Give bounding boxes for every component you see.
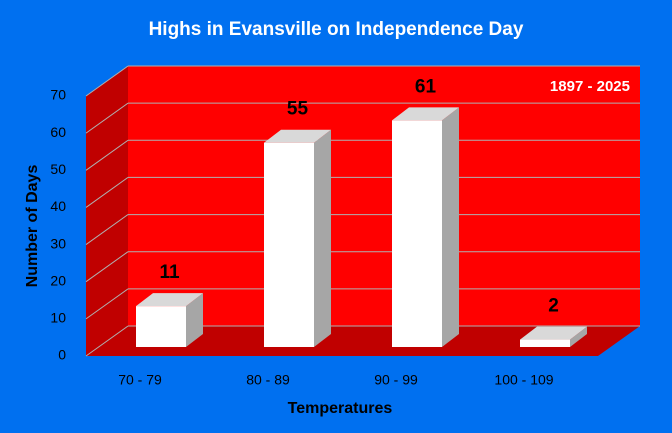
- bar: [264, 142, 314, 347]
- x-tick-label: 100 - 109: [494, 372, 553, 388]
- bar: [392, 120, 442, 347]
- bar-side: [442, 107, 459, 347]
- bar-group: [264, 129, 331, 347]
- bar: [136, 306, 186, 347]
- y-tick-label: 0: [58, 347, 66, 363]
- bar-side: [570, 326, 587, 347]
- x-tick-label: 90 - 99: [374, 372, 418, 388]
- bar-group: [136, 293, 203, 347]
- bar-top: [392, 107, 459, 121]
- grid-line: [85, 139, 129, 171]
- annotation: 1897 - 2025: [550, 78, 630, 95]
- value-label: 61: [415, 76, 437, 97]
- bar-group: [520, 326, 587, 347]
- bar-top: [264, 129, 331, 143]
- value-label: 11: [159, 262, 180, 283]
- bar-side: [314, 129, 331, 347]
- value-label: 55: [287, 99, 309, 120]
- bar-side: [186, 293, 203, 347]
- bars: [136, 107, 587, 347]
- x-axis-title: Temperatures: [288, 400, 393, 417]
- y-axis-title: Number of Days: [24, 165, 41, 288]
- y-tick-label: 10: [50, 310, 66, 326]
- grid-line: [85, 177, 129, 208]
- grid-line: [85, 65, 129, 97]
- floor: [86, 326, 640, 356]
- bar-group: [392, 107, 459, 347]
- grid: [85, 65, 640, 357]
- bar-top: [136, 293, 203, 307]
- y-tick-label: 50: [50, 161, 66, 177]
- bar-top: [520, 326, 587, 340]
- grid-line: [85, 251, 129, 283]
- y-tick-label: 60: [50, 124, 66, 140]
- chart-title: Highs in Evansville on Independence Day: [149, 19, 524, 40]
- grid-line: [85, 214, 129, 245]
- y-tick-label: 70: [50, 87, 66, 103]
- grid-line: [85, 102, 129, 134]
- x-tick-label: 70 - 79: [118, 372, 162, 388]
- x-tick-label: 80 - 89: [246, 372, 290, 388]
- side-wall: [86, 66, 128, 356]
- grid-line: [85, 288, 129, 320]
- grid-line: [85, 325, 129, 357]
- y-tick-label: 30: [50, 235, 66, 251]
- bar: [520, 339, 570, 347]
- value-label: 2: [548, 296, 559, 317]
- y-tick-label: 20: [50, 272, 66, 288]
- back-wall: [128, 66, 640, 326]
- y-tick-label: 40: [50, 198, 66, 214]
